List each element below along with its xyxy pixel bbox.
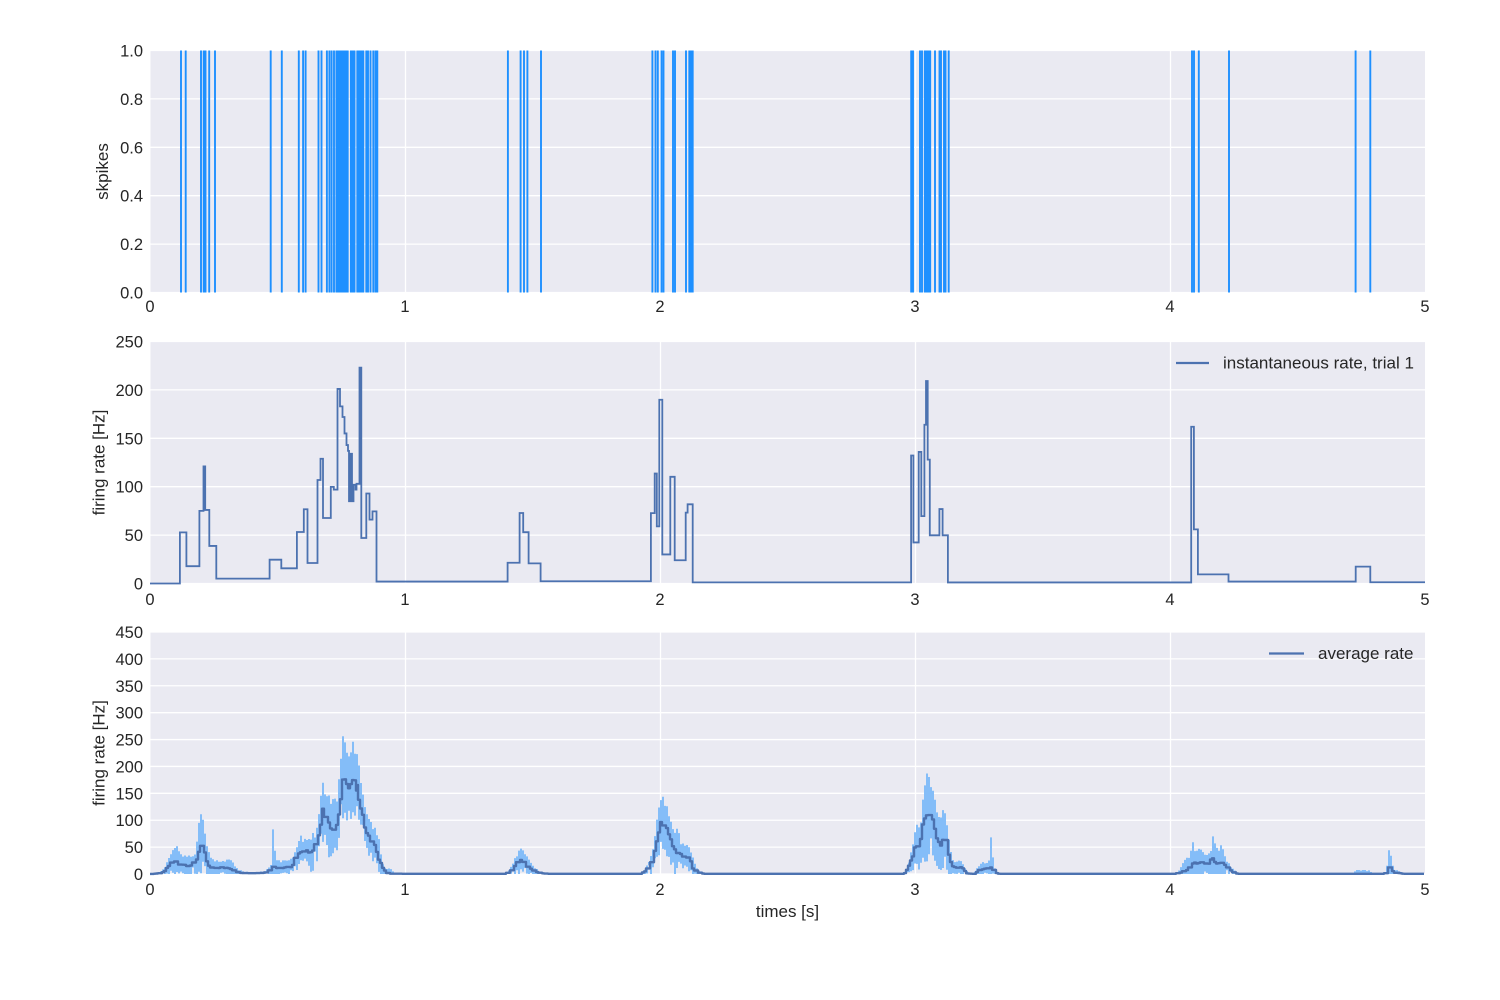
svg-text:times [s]: times [s] — [756, 902, 819, 921]
svg-text:firing rate [Hz]: firing rate [Hz] — [90, 700, 109, 806]
svg-text:5: 5 — [1420, 298, 1429, 316]
svg-text:average rate: average rate — [1318, 644, 1413, 663]
svg-text:2: 2 — [655, 298, 664, 316]
svg-text:250: 250 — [115, 732, 143, 750]
svg-text:50: 50 — [125, 527, 143, 545]
svg-text:200: 200 — [115, 758, 143, 776]
svg-text:firing rate [Hz]: firing rate [Hz] — [90, 410, 109, 516]
svg-text:5: 5 — [1420, 591, 1429, 609]
svg-text:0.8: 0.8 — [120, 91, 143, 109]
svg-text:skpikes: skpikes — [93, 143, 112, 200]
svg-text:0.2: 0.2 — [120, 236, 143, 254]
svg-text:200: 200 — [115, 382, 143, 400]
svg-text:400: 400 — [115, 651, 143, 669]
svg-text:0.0: 0.0 — [120, 285, 143, 303]
svg-text:instantaneous rate, trial 1: instantaneous rate, trial 1 — [1223, 354, 1414, 373]
svg-text:0.4: 0.4 — [120, 188, 143, 206]
svg-text:450: 450 — [115, 624, 143, 642]
svg-text:4: 4 — [1165, 881, 1174, 899]
svg-text:1: 1 — [400, 298, 409, 316]
svg-text:100: 100 — [115, 812, 143, 830]
svg-text:0: 0 — [145, 591, 154, 609]
svg-text:100: 100 — [115, 479, 143, 497]
svg-text:5: 5 — [1420, 881, 1429, 899]
svg-text:3: 3 — [910, 298, 919, 316]
svg-text:0: 0 — [134, 866, 143, 884]
svg-text:3: 3 — [910, 881, 919, 899]
svg-text:0: 0 — [134, 576, 143, 594]
svg-text:50: 50 — [125, 839, 143, 857]
svg-text:250: 250 — [115, 334, 143, 352]
svg-text:1: 1 — [400, 881, 409, 899]
svg-text:0.6: 0.6 — [120, 139, 143, 157]
svg-text:2: 2 — [655, 591, 664, 609]
svg-text:2: 2 — [655, 881, 664, 899]
svg-text:150: 150 — [115, 785, 143, 803]
svg-text:1: 1 — [400, 591, 409, 609]
svg-text:150: 150 — [115, 430, 143, 448]
svg-text:350: 350 — [115, 678, 143, 696]
svg-text:4: 4 — [1165, 591, 1174, 609]
svg-text:1.0: 1.0 — [120, 43, 143, 61]
svg-text:300: 300 — [115, 705, 143, 723]
svg-text:3: 3 — [910, 591, 919, 609]
svg-text:0: 0 — [145, 881, 154, 899]
svg-text:4: 4 — [1165, 298, 1174, 316]
svg-text:0: 0 — [145, 298, 154, 316]
